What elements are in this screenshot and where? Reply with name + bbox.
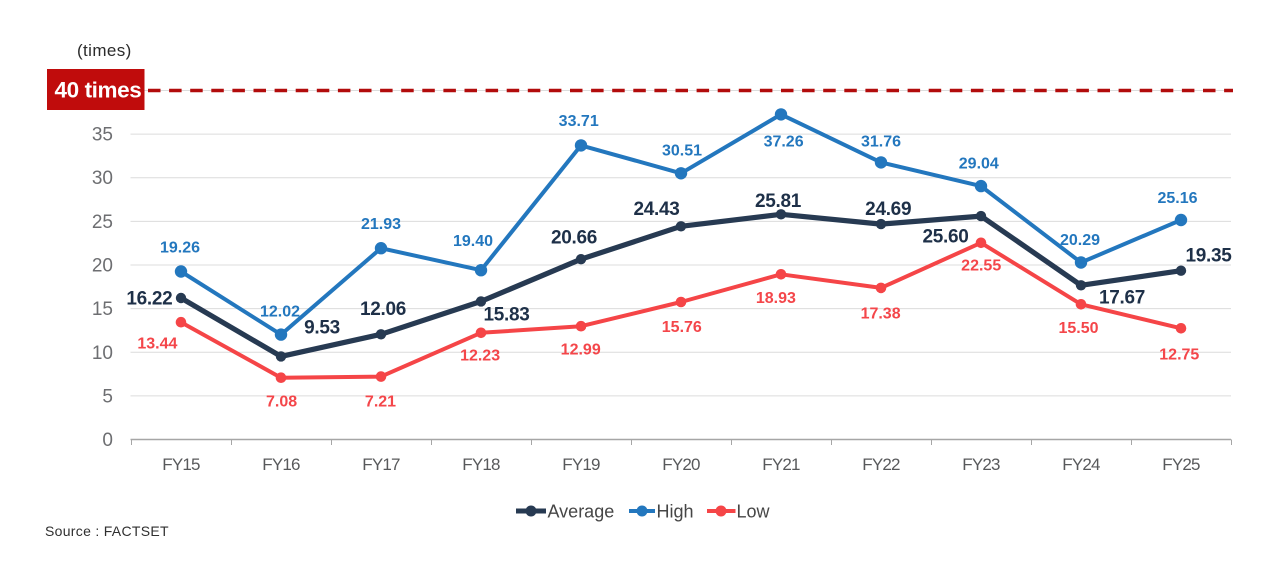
- svg-text:31.76: 31.76: [861, 134, 901, 151]
- svg-text:9.53: 9.53: [304, 318, 340, 339]
- svg-text:24.43: 24.43: [633, 199, 679, 220]
- svg-text:0: 0: [102, 430, 113, 451]
- svg-text:29.04: 29.04: [959, 155, 999, 172]
- svg-text:15.76: 15.76: [662, 319, 702, 336]
- svg-text:12.06: 12.06: [360, 299, 406, 320]
- svg-text:30: 30: [92, 168, 113, 189]
- svg-text:25.81: 25.81: [755, 191, 802, 212]
- svg-text:17.38: 17.38: [861, 306, 901, 323]
- svg-text:35: 35: [92, 125, 113, 146]
- svg-text:15.83: 15.83: [483, 305, 529, 326]
- svg-text:19.26: 19.26: [160, 239, 200, 256]
- svg-text:Average: Average: [548, 502, 615, 522]
- svg-text:12.75: 12.75: [1159, 346, 1199, 363]
- svg-text:(times): (times): [77, 41, 132, 60]
- svg-text:25.16: 25.16: [1157, 190, 1197, 207]
- svg-text:20.66: 20.66: [551, 228, 597, 249]
- svg-text:FY24: FY24: [1062, 455, 1100, 474]
- svg-text:12.99: 12.99: [561, 341, 601, 358]
- svg-text:FY19: FY19: [562, 455, 600, 474]
- svg-text:12.02: 12.02: [260, 304, 300, 321]
- svg-text:Source : FACTSET: Source : FACTSET: [45, 523, 169, 539]
- svg-text:19.40: 19.40: [453, 233, 493, 250]
- svg-text:12.23: 12.23: [460, 348, 500, 365]
- svg-text:Low: Low: [737, 502, 771, 522]
- svg-text:5: 5: [102, 386, 113, 407]
- svg-text:FY17: FY17: [362, 455, 400, 474]
- svg-text:25.60: 25.60: [922, 227, 968, 248]
- svg-text:20.29: 20.29: [1060, 232, 1100, 249]
- svg-text:High: High: [657, 502, 694, 522]
- svg-text:18.93: 18.93: [756, 290, 796, 307]
- svg-text:21.93: 21.93: [361, 216, 401, 233]
- svg-text:25: 25: [92, 212, 113, 233]
- svg-text:FY22: FY22: [862, 455, 900, 474]
- svg-text:16.22: 16.22: [126, 289, 172, 310]
- svg-text:FY15: FY15: [162, 455, 200, 474]
- svg-text:FY18: FY18: [462, 455, 500, 474]
- svg-text:30.51: 30.51: [662, 142, 702, 159]
- svg-text:22.55: 22.55: [961, 258, 1001, 275]
- svg-text:10: 10: [92, 343, 113, 364]
- svg-text:17.67: 17.67: [1099, 288, 1145, 309]
- svg-text:7.21: 7.21: [365, 394, 396, 411]
- svg-text:FY16: FY16: [262, 455, 300, 474]
- svg-text:40 times: 40 times: [55, 78, 142, 103]
- svg-text:33.71: 33.71: [559, 113, 599, 130]
- svg-text:FY20: FY20: [662, 455, 700, 474]
- svg-text:15.50: 15.50: [1058, 320, 1098, 337]
- svg-text:7.08: 7.08: [266, 394, 297, 411]
- svg-text:13.44: 13.44: [137, 335, 177, 352]
- svg-text:37.26: 37.26: [764, 134, 804, 151]
- svg-text:19.35: 19.35: [1185, 246, 1232, 267]
- svg-text:FY21: FY21: [762, 455, 800, 474]
- svg-text:FY25: FY25: [1162, 455, 1200, 474]
- svg-text:20: 20: [92, 256, 113, 277]
- svg-text:15: 15: [92, 299, 113, 320]
- svg-text:FY23: FY23: [962, 455, 1000, 474]
- svg-text:24.69: 24.69: [865, 199, 911, 220]
